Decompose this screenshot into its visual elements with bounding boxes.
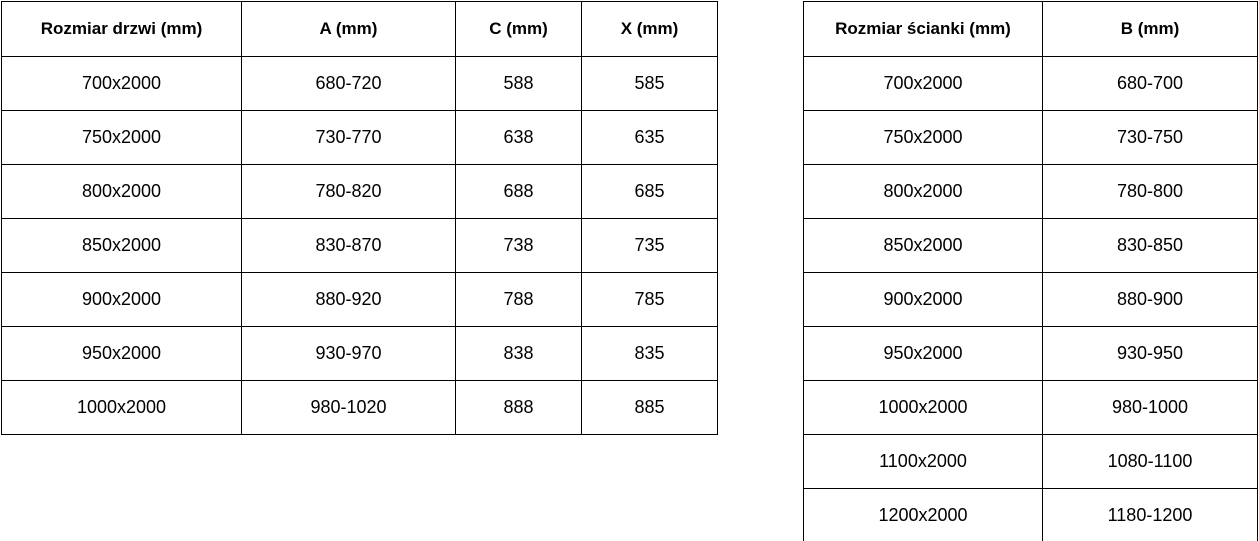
table-cell: 688 <box>455 164 582 219</box>
table-row: 750x2000 730-750 <box>803 110 1258 165</box>
table-cell: 588 <box>455 56 582 111</box>
table-row: 850x2000 830-870 738 735 <box>1 218 718 273</box>
table-cell: 700x2000 <box>803 56 1043 111</box>
table-cell: 880-920 <box>241 272 456 327</box>
door-size-table: Rozmiar drzwi (mm) A (mm) C (mm) X (mm) 700x… <box>1 1 718 435</box>
table-cell: 700x2000 <box>1 56 242 111</box>
table-row: 700x2000 680-700 <box>803 56 1258 111</box>
column-header: B (mm) <box>1042 1 1258 57</box>
table-cell: 830-850 <box>1042 218 1258 273</box>
table-cell: 900x2000 <box>803 272 1043 327</box>
table-cell: 788 <box>455 272 582 327</box>
table-row: 950x2000 930-950 <box>803 326 1258 381</box>
table-cell: 980-1020 <box>241 380 456 435</box>
table-cell: 885 <box>581 380 718 435</box>
table-row: 750x2000 730-770 638 635 <box>1 110 718 165</box>
table-cell: 685 <box>581 164 718 219</box>
table-cell: 800x2000 <box>1 164 242 219</box>
table-cell: 780-820 <box>241 164 456 219</box>
table-cell: 1000x2000 <box>1 380 242 435</box>
table-row: 1000x2000 980-1020 888 885 <box>1 380 718 435</box>
table-cell: 930-950 <box>1042 326 1258 381</box>
table-row: 850x2000 830-850 <box>803 218 1258 273</box>
column-header: Rozmiar drzwi (mm) <box>1 1 242 57</box>
table-cell: 638 <box>455 110 582 165</box>
column-header: Rozmiar ścianki (mm) <box>803 1 1043 57</box>
table-cell: 1200x2000 <box>803 488 1043 541</box>
table-cell: 730-770 <box>241 110 456 165</box>
table-cell: 585 <box>581 56 718 111</box>
table-cell: 750x2000 <box>803 110 1043 165</box>
table-cell: 830-870 <box>241 218 456 273</box>
table-row: 700x2000 680-720 588 585 <box>1 56 718 111</box>
table-row: 1000x2000 980-1000 <box>803 380 1258 435</box>
table-cell: 730-750 <box>1042 110 1258 165</box>
table-cell: 785 <box>581 272 718 327</box>
table-cell: 888 <box>455 380 582 435</box>
table-cell: 1000x2000 <box>803 380 1043 435</box>
table-row: 800x2000 780-820 688 685 <box>1 164 718 219</box>
table-cell: 980-1000 <box>1042 380 1258 435</box>
table-cell: 680-700 <box>1042 56 1258 111</box>
header-row: Rozmiar ścianki (mm) B (mm) <box>803 1 1258 57</box>
table-cell: 635 <box>581 110 718 165</box>
column-header: X (mm) <box>581 1 718 57</box>
table-cell: 750x2000 <box>1 110 242 165</box>
table-cell: 1180-1200 <box>1042 488 1258 541</box>
table-cell: 680-720 <box>241 56 456 111</box>
table-cell: 800x2000 <box>803 164 1043 219</box>
table-cell: 950x2000 <box>803 326 1043 381</box>
table-cell: 738 <box>455 218 582 273</box>
table-cell: 735 <box>581 218 718 273</box>
table-cell: 835 <box>581 326 718 381</box>
table-cell: 880-900 <box>1042 272 1258 327</box>
column-header: C (mm) <box>455 1 582 57</box>
wall-size-table: Rozmiar ścianki (mm) B (mm) 700x2000 680-70… <box>803 1 1258 541</box>
table-cell: 900x2000 <box>1 272 242 327</box>
table-cell: 850x2000 <box>1 218 242 273</box>
table-cell: 850x2000 <box>803 218 1043 273</box>
table-row: 1200x2000 1180-1200 <box>803 488 1258 541</box>
table-row: 900x2000 880-900 <box>803 272 1258 327</box>
table-cell: 930-970 <box>241 326 456 381</box>
table-row: 800x2000 780-800 <box>803 164 1258 219</box>
header-row: Rozmiar drzwi (mm) A (mm) C (mm) X (mm) <box>1 1 718 57</box>
table-cell: 838 <box>455 326 582 381</box>
column-header: A (mm) <box>241 1 456 57</box>
table-row: 1100x2000 1080-1100 <box>803 434 1258 489</box>
table-cell: 950x2000 <box>1 326 242 381</box>
table-row: 900x2000 880-920 788 785 <box>1 272 718 327</box>
table-cell: 780-800 <box>1042 164 1258 219</box>
table-cell: 1080-1100 <box>1042 434 1258 489</box>
table-cell: 1100x2000 <box>803 434 1043 489</box>
table-row: 950x2000 930-970 838 835 <box>1 326 718 381</box>
